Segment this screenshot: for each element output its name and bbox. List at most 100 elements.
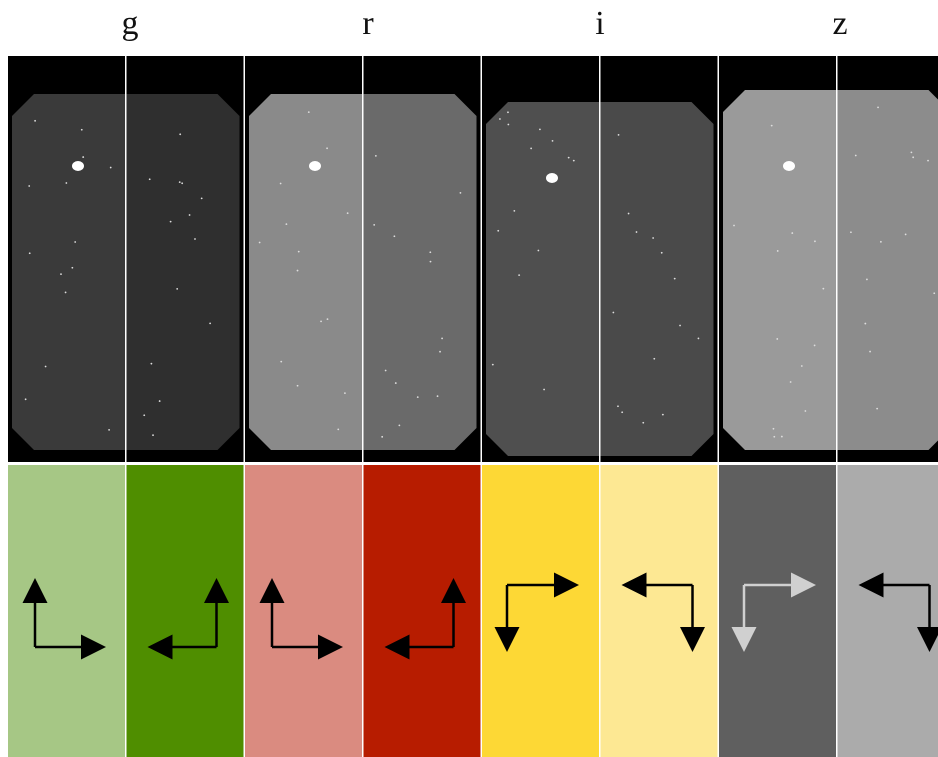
- star-speck: [491, 363, 494, 366]
- star-speck: [398, 424, 401, 427]
- star-speck: [188, 214, 191, 216]
- star-speck: [64, 291, 67, 294]
- orientation-swatch-i-right: [600, 465, 718, 757]
- orientation-swatch-z-left: [719, 465, 836, 757]
- star-speck: [497, 229, 500, 232]
- star-speck: [279, 182, 282, 185]
- bright-source: [72, 161, 84, 171]
- star-speck: [459, 191, 462, 194]
- star-speck: [518, 274, 521, 276]
- star-speck: [337, 428, 340, 431]
- star-speck: [635, 231, 638, 233]
- band-label-r: r: [362, 5, 374, 42]
- star-speck: [178, 181, 181, 184]
- star-speck: [776, 338, 779, 340]
- star-speck: [71, 266, 74, 269]
- star-speck: [181, 182, 184, 185]
- star-speck: [296, 269, 299, 272]
- star-speck: [296, 384, 299, 387]
- star-speck: [567, 156, 570, 159]
- star-speck: [780, 435, 783, 438]
- star-speck: [60, 273, 62, 276]
- detector-chip-r-left: [249, 94, 362, 450]
- star-speck: [394, 382, 397, 384]
- bright-source: [546, 173, 558, 183]
- bright-source: [783, 161, 795, 171]
- star-speck: [152, 434, 154, 437]
- star-speck: [679, 324, 681, 327]
- star-speck: [82, 156, 85, 158]
- star-speck: [297, 250, 300, 253]
- detector-chip-r-right: [363, 94, 477, 450]
- star-speck: [384, 369, 387, 372]
- orientation-swatch-z-right: [837, 465, 938, 757]
- star-speck: [653, 357, 656, 360]
- star-speck: [143, 414, 146, 417]
- orientation-swatch-g-left: [8, 465, 125, 757]
- star-speck: [877, 106, 879, 109]
- star-speck: [673, 277, 676, 280]
- star-speck: [804, 410, 807, 412]
- star-speck: [374, 154, 377, 157]
- star-speck: [109, 166, 112, 169]
- star-speck: [854, 154, 857, 157]
- star-speck: [822, 287, 825, 290]
- star-speck: [850, 231, 852, 234]
- star-speck: [800, 365, 803, 367]
- star-speck: [80, 128, 83, 131]
- star-speck: [200, 197, 203, 200]
- star-speck: [179, 133, 182, 136]
- star-speck: [912, 156, 915, 159]
- star-speck: [65, 182, 68, 184]
- star-speck: [617, 405, 619, 408]
- bright-source: [309, 161, 321, 171]
- star-speck: [621, 411, 624, 414]
- star-speck: [770, 124, 773, 127]
- star-speck: [791, 232, 794, 234]
- star-speck: [441, 337, 443, 340]
- star-speck: [393, 235, 396, 238]
- star-speck: [642, 421, 645, 424]
- star-speck: [74, 241, 77, 243]
- star-speck: [879, 240, 882, 243]
- star-speck: [612, 311, 615, 314]
- star-speck: [869, 350, 871, 353]
- star-speck: [507, 123, 510, 126]
- star-speck: [814, 240, 816, 243]
- star-speck: [416, 396, 419, 398]
- star-speck: [733, 224, 735, 227]
- star-speck: [108, 428, 110, 431]
- star-speck: [381, 435, 384, 438]
- star-speck: [904, 233, 907, 236]
- star-speck: [539, 128, 541, 131]
- star-speck: [572, 159, 575, 162]
- star-speck: [776, 250, 779, 252]
- star-speck: [499, 118, 501, 120]
- star-speck: [627, 212, 630, 215]
- detector-chip-i-left: [486, 102, 599, 456]
- star-speck: [543, 388, 545, 391]
- star-speck: [209, 322, 212, 325]
- star-speck: [772, 427, 775, 430]
- star-speck: [813, 344, 816, 347]
- star-speck: [933, 292, 936, 295]
- detector-chip-g-left: [12, 94, 125, 450]
- star-speck: [661, 413, 664, 416]
- detector-chip-z-right: [837, 90, 938, 450]
- star-speck: [773, 435, 776, 438]
- orientation-swatch-r-right: [363, 465, 481, 757]
- star-speck: [429, 251, 432, 254]
- band-label-g: g: [121, 5, 139, 42]
- band-label-z: z: [832, 5, 848, 42]
- detector-chip-g-right: [126, 94, 240, 450]
- star-speck: [551, 139, 554, 142]
- star-speck: [530, 147, 533, 150]
- star-speck: [28, 252, 31, 255]
- orientation-swatch-g-right: [126, 465, 244, 757]
- star-speck: [910, 151, 913, 154]
- star-speck: [34, 119, 36, 122]
- star-speck: [150, 362, 153, 365]
- star-speck: [344, 392, 346, 394]
- star-speck: [194, 238, 196, 240]
